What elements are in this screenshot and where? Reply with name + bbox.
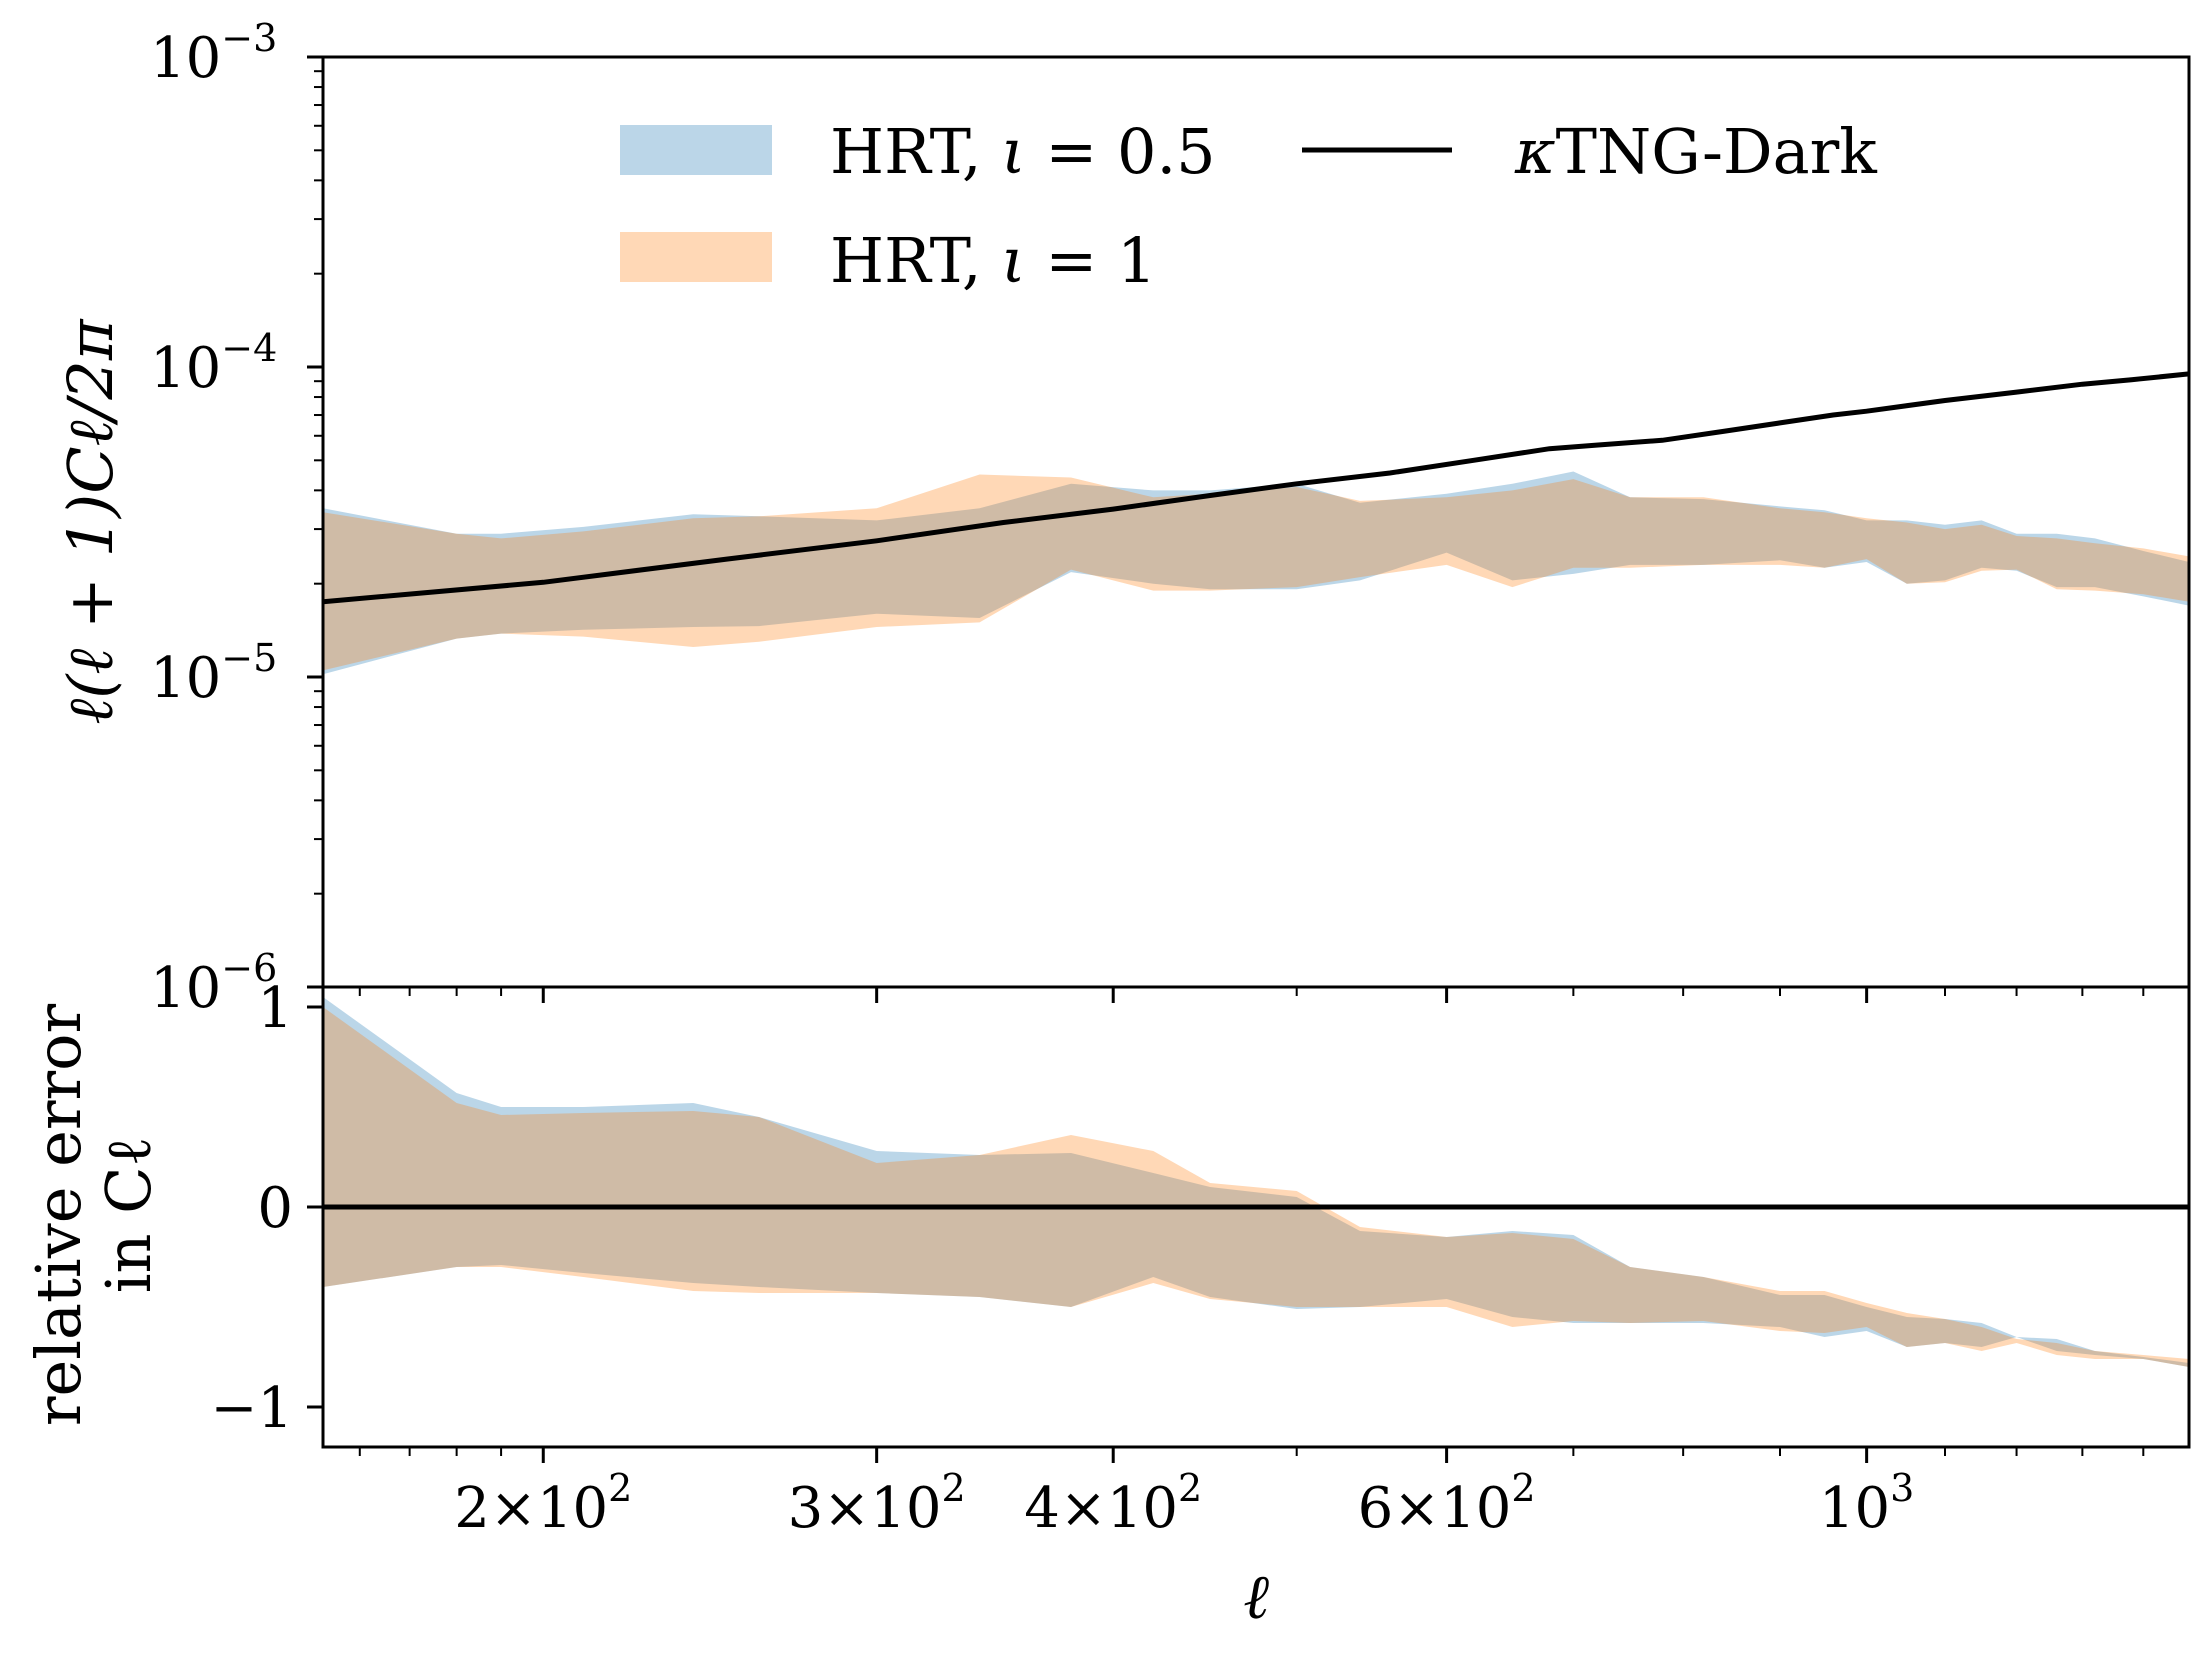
bottom-y-tick-label-1: 0 (257, 1176, 293, 1241)
bottom-band-series-1 (323, 1007, 2189, 1367)
bottom-y-axis: 1 0 −1 (210, 976, 323, 1441)
legend: HRT, ι = 0.5 κTNG-Dark HRT, ι = 1 (620, 115, 1877, 297)
bottom-plot-frame (321, 985, 2191, 1449)
top-y-tick-label-1: 10−4 (150, 326, 277, 401)
bottom-x-tick-label-4: 103 (1819, 1466, 1914, 1541)
top-y-axis: 10−3 10−4 10−5 10−6 (150, 16, 323, 1021)
legend-label-hrt-0.5: HRT, ι = 0.5 (830, 115, 1216, 188)
top-line-ktng-dark (323, 371, 2189, 605)
x-axis-label: ℓ (1243, 1560, 1269, 1633)
top-band-series-0 (323, 471, 2189, 675)
bottom-x-tick-label-2: 4×102 (1024, 1466, 1202, 1541)
legend-label-ktng-dark: κTNG-Dark (1514, 115, 1877, 188)
bottom-band-series-0 (323, 997, 2189, 1367)
bottom-x-tick-label-0: 2×102 (454, 1466, 632, 1541)
top-panel: 10−3 10−4 10−5 10−6 HRT, ι = 0.5 κTNG-Dark … (54, 16, 2191, 1021)
top-x-ticks (358, 987, 2145, 1003)
top-band-series-1 (323, 474, 2189, 671)
bottom-panel: 1 0 −1 2×102 3×102 4×102 6×102 103 relative er… (22, 976, 2191, 1633)
top-lines (323, 371, 2189, 605)
bottom-x-tick-label-3: 6×102 (1358, 1466, 1536, 1541)
top-y-tick-label-2: 10−5 (150, 636, 277, 711)
bottom-x-axis: 2×102 3×102 4×102 6×102 103 (358, 1447, 2145, 1541)
top-y-axis-label: ℓ(ℓ + 1)Cℓ/2π (54, 318, 127, 724)
bottom-x-tick-label-1: 3×102 (788, 1466, 966, 1541)
legend-swatch-hrt-1 (620, 232, 772, 282)
legend-label-hrt-1: HRT, ι = 1 (830, 224, 1156, 297)
bottom-bands (323, 997, 2189, 1367)
bottom-y-tick-label-2: −1 (210, 1376, 293, 1441)
bottom-y-axis-label-line1: relative error (22, 1004, 95, 1427)
bottom-y-tick-label-0: 1 (257, 976, 293, 1041)
top-y-tick-label-3: 10−6 (150, 946, 277, 1021)
top-bands (323, 471, 2189, 675)
bottom-y-axis-label-line2: in Cℓ (92, 1137, 165, 1294)
top-y-tick-label-0: 10−3 (150, 16, 277, 91)
legend-swatch-hrt-0.5 (620, 125, 772, 175)
